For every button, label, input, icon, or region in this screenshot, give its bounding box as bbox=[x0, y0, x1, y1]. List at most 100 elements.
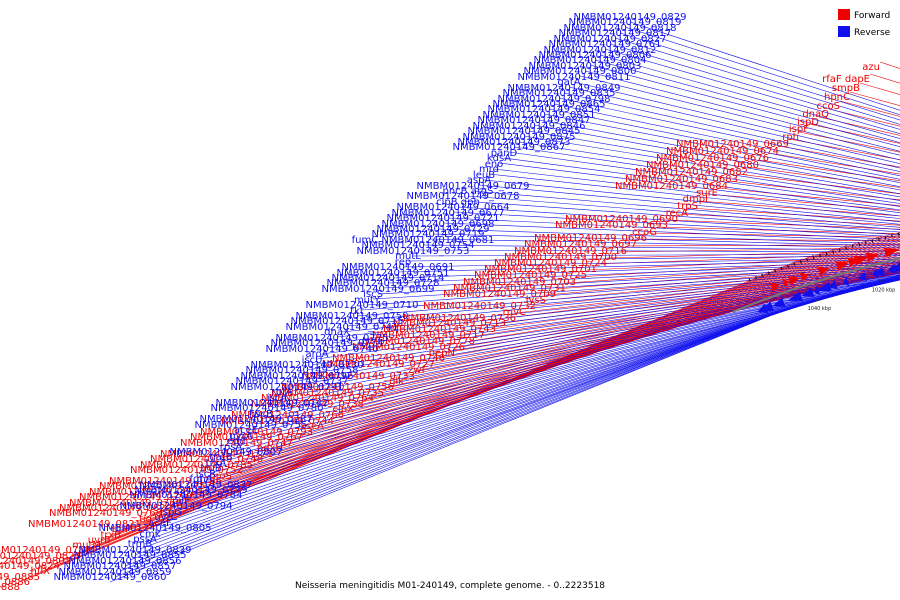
guide-ring-dash bbox=[851, 244, 854, 248]
forward-label-line bbox=[727, 180, 900, 201]
reverse-gene-label: rbfA bbox=[272, 387, 293, 398]
reverse-label-line bbox=[437, 228, 900, 245]
reverse-gene-arrow bbox=[887, 263, 897, 274]
forward-gene-label: NMBM01240149_0674 bbox=[666, 146, 779, 157]
reverse-label-line bbox=[488, 173, 900, 219]
reverse-gene-label: NMBM01240149_0754 bbox=[362, 240, 475, 251]
reverse-gene-label: hscB bbox=[249, 409, 273, 420]
reverse-gene-arrow bbox=[787, 291, 803, 301]
forward-gene-label: NMBM01240149_0771 bbox=[160, 449, 273, 460]
legend-reverse-label: Reverse bbox=[854, 28, 891, 38]
forward-gene-label: NMBM01240149_0731 bbox=[453, 283, 566, 294]
guide-ring-dash bbox=[812, 256, 815, 260]
forward-gene-label: pdxH bbox=[257, 443, 283, 454]
reverse-gene-label: aspA bbox=[467, 175, 492, 186]
reverse-gene-label: NMBM01240149_0849 bbox=[508, 83, 621, 94]
forward-gene-label: NMBM01240149_0735 bbox=[271, 388, 384, 399]
forward-gene-label: trxB bbox=[100, 530, 121, 541]
forward-label-line bbox=[565, 260, 900, 284]
forward-gene-label: trpS bbox=[677, 201, 698, 212]
forward-label-line bbox=[707, 193, 900, 211]
forward-gene-label: NMBM01240149_0682 bbox=[635, 167, 748, 178]
forward-gene-label: NMBM01240149_0746 bbox=[332, 353, 445, 364]
forward-label-line bbox=[505, 269, 900, 319]
forward-gene-label: smpB bbox=[832, 83, 860, 94]
reverse-label-line bbox=[281, 279, 900, 398]
reverse-label-line bbox=[614, 37, 900, 125]
reverse-gene-label: clpB gph bbox=[436, 197, 480, 208]
reverse-gene-label: rep bbox=[395, 257, 411, 268]
forward-gene-label: NMBM01240149_0757 bbox=[99, 481, 212, 492]
forward-gene-label: lysS bbox=[526, 295, 546, 306]
reverse-gene-label: NMBM01240149_0729 bbox=[377, 224, 490, 235]
forward-gene-label: NMBM01240149_0767 bbox=[190, 432, 303, 443]
forward-gene-label: NMBM01240149_0738 bbox=[251, 399, 364, 410]
reverse-label-line bbox=[609, 43, 900, 130]
reverse-gene-label: pssA bbox=[133, 534, 157, 545]
forward-gene-label: glk bbox=[389, 376, 404, 387]
reverse-label-line bbox=[508, 151, 900, 207]
reverse-gene-label: aceF bbox=[148, 518, 172, 529]
guide-ring-dash bbox=[793, 262, 796, 266]
guide-ring-dash bbox=[897, 232, 900, 237]
reverse-label-line bbox=[594, 59, 900, 143]
forward-gene-label: NMBM01240149_0886 bbox=[0, 577, 30, 588]
reverse-gene-label: edd bbox=[227, 436, 246, 447]
reverse-label-line bbox=[286, 279, 900, 393]
reverse-gene-label: aceE bbox=[234, 425, 258, 436]
reverse-gene-label: NMBM01240149_0698 bbox=[382, 219, 495, 230]
reverse-gene-label: NMBM01240149_0664 bbox=[397, 202, 510, 213]
reverse-gene-label: leuB bbox=[473, 170, 495, 181]
reverse-gene-label: NMBM01240149_0737 bbox=[236, 376, 349, 387]
forward-gene-label: NMBM01240149_0788 bbox=[0, 545, 91, 556]
forward-gene-label: NMBM01240149_0748 bbox=[150, 454, 263, 465]
forward-gene-label: NMBM01240149_0888 bbox=[0, 582, 20, 593]
reverse-gene-label: NMBM01240149_0845 bbox=[468, 126, 581, 137]
forward-gene-label: hflX bbox=[31, 566, 51, 577]
reverse-gene-label: pncB argS bbox=[443, 186, 494, 197]
forward-label-line bbox=[535, 265, 900, 302]
reverse-label-line bbox=[518, 141, 900, 201]
forward-gene-arrow bbox=[865, 252, 880, 263]
reverse-gene-label: NMBM01240149_0817 bbox=[559, 28, 672, 39]
reverse-label-line bbox=[462, 200, 900, 233]
reverse-gene-arrow bbox=[801, 287, 815, 298]
forward-label-line bbox=[636, 238, 900, 242]
reverse-gene-label: NMBM01240149_0804 bbox=[534, 55, 647, 66]
guide-ring-dash bbox=[774, 269, 777, 273]
forward-gene-label: NMBM01240149_0778 bbox=[362, 336, 475, 347]
reverse-gene-label: mutY bbox=[354, 295, 381, 306]
reverse-label-line bbox=[139, 301, 807, 550]
reverse-gene-label: NMBM01240149_0784 bbox=[130, 490, 243, 501]
forward-gene-label: NMBM01240149_0823 bbox=[0, 551, 81, 562]
forward-gene-label: NMBM01240149_0793 bbox=[200, 427, 313, 438]
forward-gene-label: NMBM01240149_0726 bbox=[352, 342, 465, 353]
reverse-label-line bbox=[604, 48, 900, 134]
reverse-label-line bbox=[382, 263, 900, 289]
forward-label-line bbox=[737, 173, 900, 195]
reverse-label-line bbox=[124, 304, 798, 567]
reverse-label-line bbox=[346, 271, 900, 327]
reverse-gene-label: NMBM01240149_0730 bbox=[251, 360, 364, 371]
label-connector-lines bbox=[19, 21, 900, 583]
reverse-label-line bbox=[589, 64, 900, 148]
forward-gene-label: pepN bbox=[429, 348, 455, 359]
forward-gene-arrow bbox=[799, 272, 809, 282]
forward-gene-label: dmpI bbox=[683, 194, 708, 205]
reverse-label-line bbox=[483, 179, 900, 223]
forward-gene-label: hpnC bbox=[824, 92, 850, 103]
reverse-label-line bbox=[538, 119, 900, 187]
reverse-gene-label: NMBM01240149_0787 bbox=[200, 414, 313, 425]
guide-ring-dash bbox=[767, 271, 770, 275]
reverse-label-line bbox=[372, 266, 900, 300]
reverse-gene-label: NMBM01240149_0812 bbox=[544, 45, 657, 56]
reverse-gene-label: NMBM01240149_0741 bbox=[286, 322, 399, 333]
forward-label-line bbox=[656, 226, 900, 235]
forward-gene-label: tig bbox=[139, 514, 152, 525]
forward-gene-label: NMBM01240149_0680 bbox=[646, 160, 759, 171]
forward-gene-label: azu bbox=[862, 62, 880, 73]
reverse-label-line bbox=[336, 273, 900, 338]
forward-label-line bbox=[646, 232, 900, 238]
guide-ring-dash bbox=[891, 234, 893, 238]
